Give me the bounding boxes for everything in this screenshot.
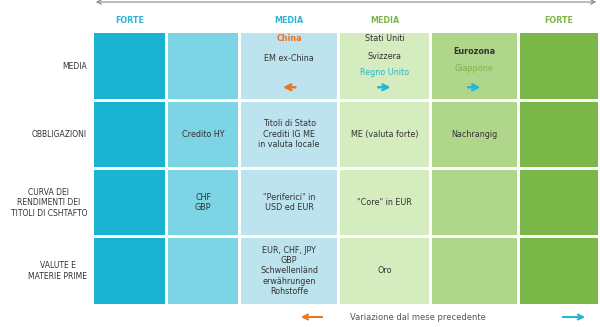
Text: Titoli di Stato
Crediti IG ME
in valuta locale: Titoli di Stato Crediti IG ME in valuta … — [259, 119, 320, 149]
FancyBboxPatch shape — [167, 238, 238, 304]
Text: MEDIA: MEDIA — [275, 16, 304, 25]
Text: Stati Uniti: Stati Uniti — [365, 34, 404, 43]
Text: MEDIA: MEDIA — [370, 16, 399, 25]
FancyBboxPatch shape — [94, 170, 165, 235]
FancyBboxPatch shape — [340, 101, 429, 167]
FancyBboxPatch shape — [340, 170, 429, 235]
Text: FORTE: FORTE — [115, 16, 144, 25]
FancyBboxPatch shape — [94, 238, 165, 304]
Text: Regno Unito: Regno Unito — [360, 68, 409, 77]
FancyBboxPatch shape — [167, 33, 238, 99]
FancyBboxPatch shape — [241, 170, 337, 235]
Text: Eurozona: Eurozona — [453, 47, 496, 56]
FancyBboxPatch shape — [167, 170, 238, 235]
Text: CURVA DEI
RENDIMENTI DEI
TITOLI DI CSHTAFTO: CURVA DEI RENDIMENTI DEI TITOLI DI CSHTA… — [11, 188, 87, 217]
FancyBboxPatch shape — [94, 33, 165, 99]
FancyBboxPatch shape — [167, 101, 238, 167]
FancyBboxPatch shape — [431, 101, 517, 167]
FancyBboxPatch shape — [431, 238, 517, 304]
Text: Variazione dal mese precedente: Variazione dal mese precedente — [350, 313, 486, 321]
Text: CHF
GBP: CHF GBP — [195, 193, 211, 212]
Text: Nachrangig: Nachrangig — [451, 130, 497, 139]
Text: OBBLIGAZIONI: OBBLIGAZIONI — [32, 130, 87, 139]
FancyBboxPatch shape — [340, 238, 429, 304]
FancyBboxPatch shape — [340, 33, 429, 99]
Text: ME (valuta forte): ME (valuta forte) — [351, 130, 418, 139]
FancyBboxPatch shape — [241, 238, 337, 304]
Text: EM ex-China: EM ex-China — [264, 54, 314, 63]
Text: EUR, CHF, JPY
GBP
Schwellenländ
erwährungen
Rohstoffe: EUR, CHF, JPY GBP Schwellenländ erwährun… — [260, 246, 318, 296]
Text: Oro: Oro — [377, 267, 392, 275]
Text: Giappone: Giappone — [455, 64, 494, 73]
Text: Credito HY: Credito HY — [182, 130, 224, 139]
Text: VALUTE E
MATERIE PRIME: VALUTE E MATERIE PRIME — [28, 261, 87, 281]
Text: China: China — [277, 34, 302, 43]
FancyBboxPatch shape — [241, 101, 337, 167]
Text: Svizzera: Svizzera — [368, 52, 401, 60]
FancyBboxPatch shape — [431, 33, 517, 99]
Text: FORTE: FORTE — [544, 16, 573, 25]
Text: MEDIA: MEDIA — [62, 61, 87, 71]
FancyBboxPatch shape — [520, 101, 598, 167]
FancyBboxPatch shape — [431, 170, 517, 235]
Text: "Periferici" in
USD ed EUR: "Periferici" in USD ed EUR — [263, 193, 316, 212]
FancyBboxPatch shape — [520, 170, 598, 235]
FancyBboxPatch shape — [520, 33, 598, 99]
FancyBboxPatch shape — [241, 33, 337, 99]
FancyBboxPatch shape — [94, 101, 165, 167]
FancyBboxPatch shape — [520, 238, 598, 304]
Text: "Core" in EUR: "Core" in EUR — [357, 198, 412, 207]
